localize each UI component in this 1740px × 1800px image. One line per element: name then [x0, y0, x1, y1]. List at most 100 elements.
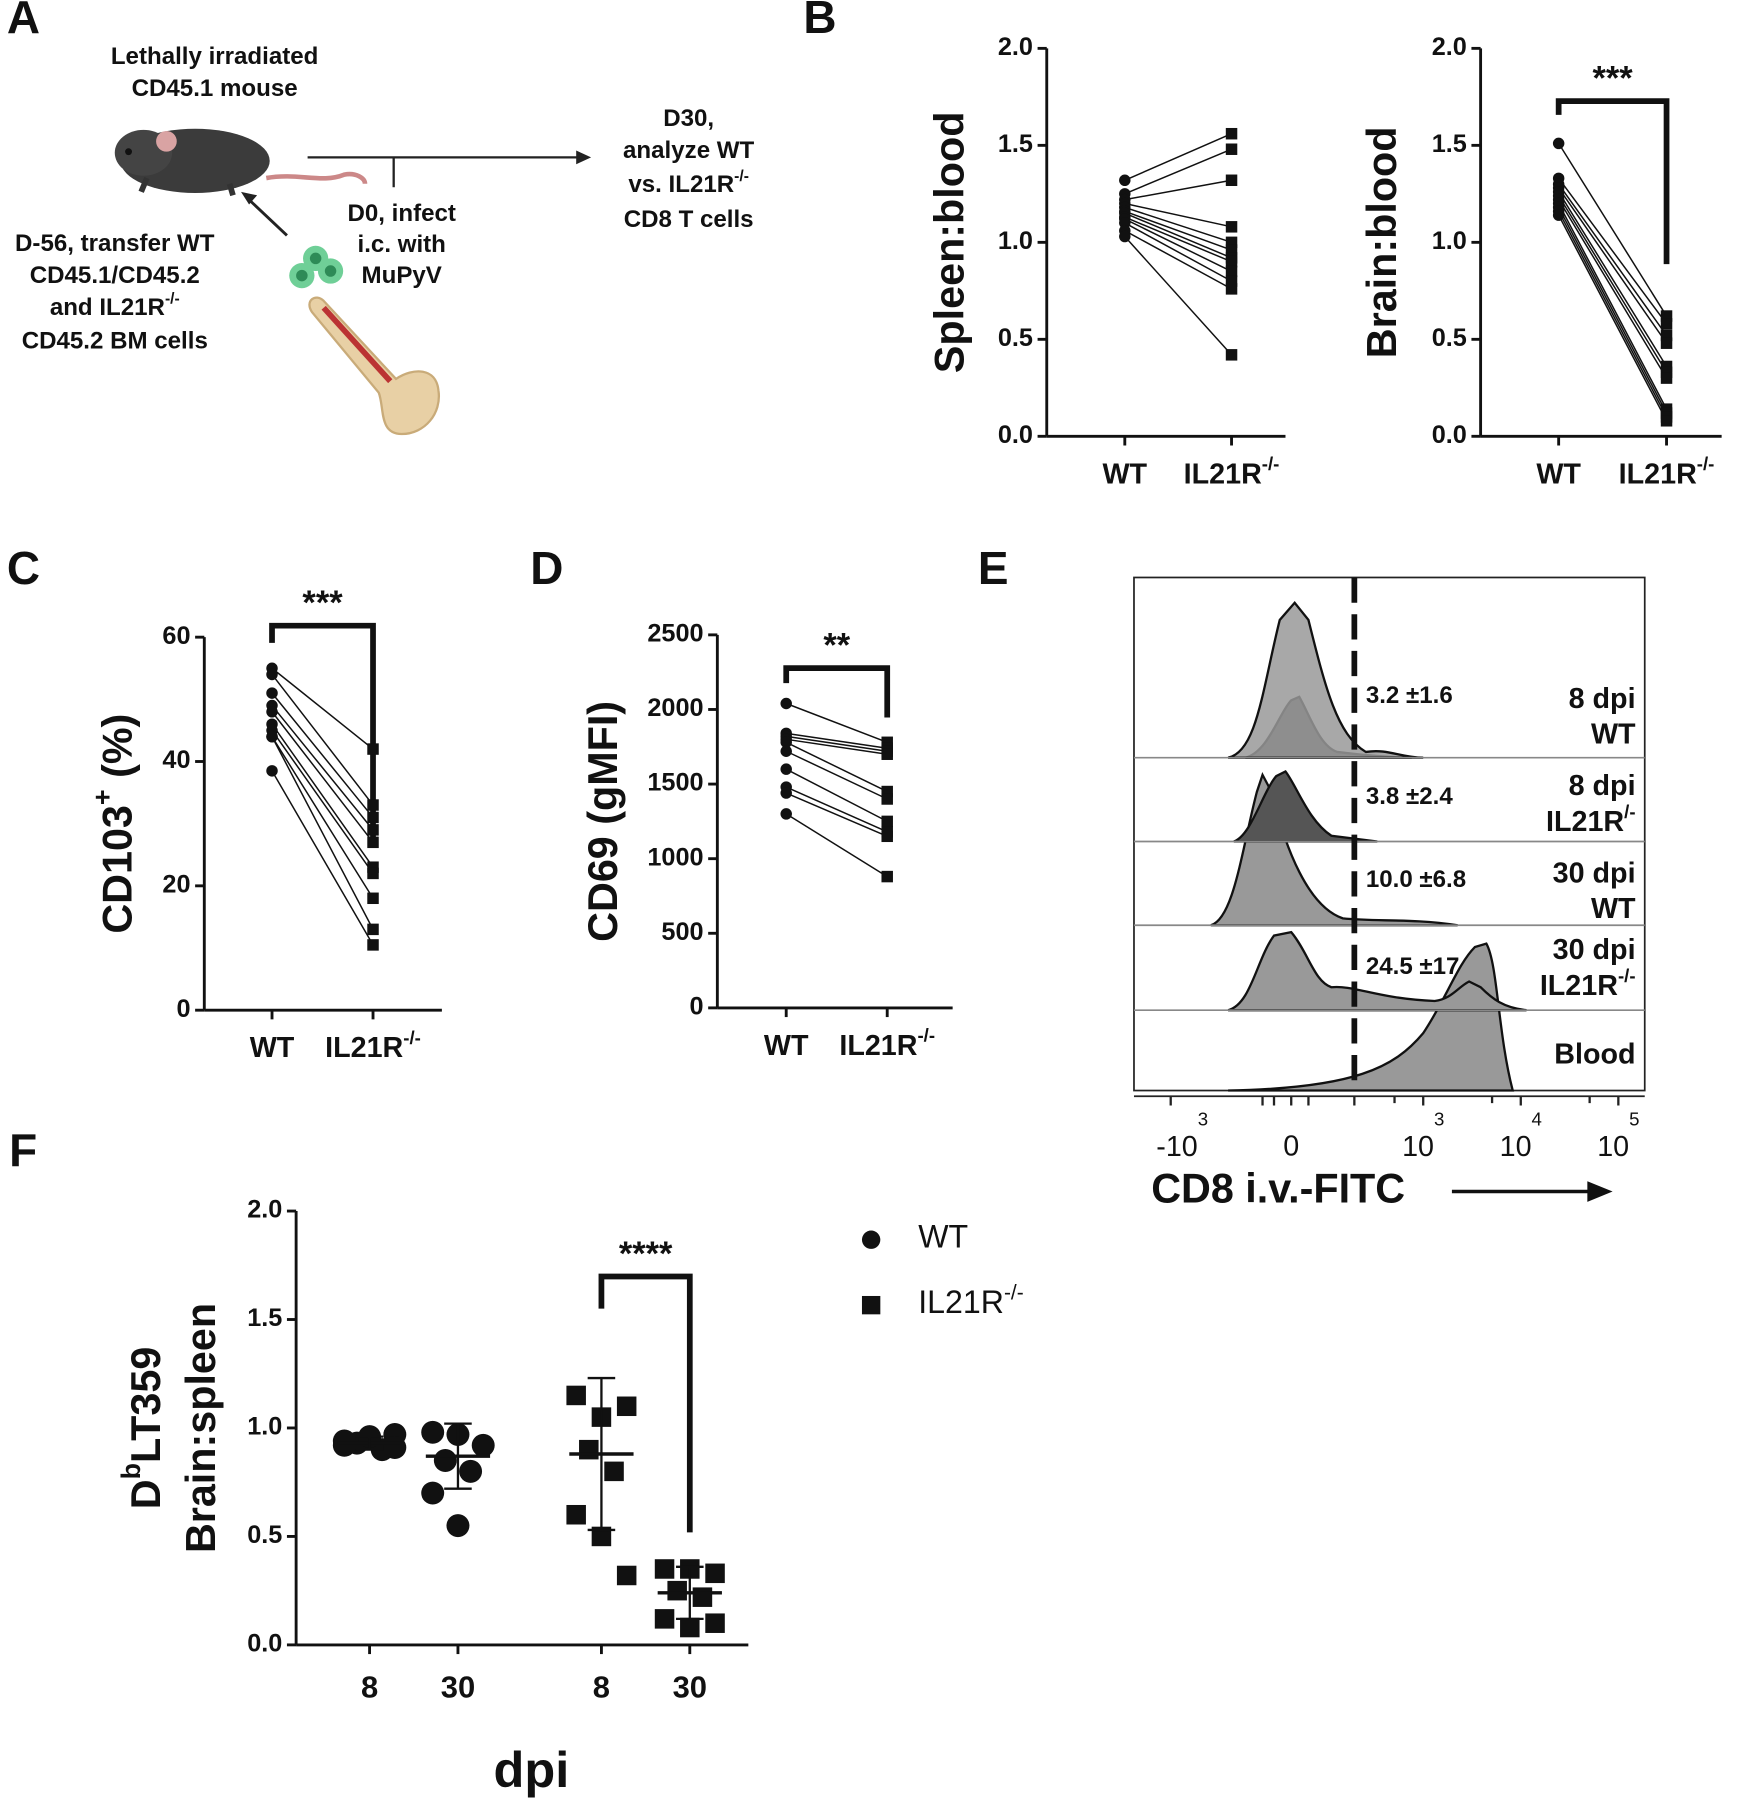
y-tick-label: 0.5: [998, 324, 1033, 352]
pair-line: [785, 750, 888, 800]
pair-line: [1558, 143, 1668, 317]
pair-line: [785, 786, 888, 833]
y-tick-label: 2500: [647, 620, 703, 648]
label-text: IL21R: [1540, 970, 1618, 1002]
point: [367, 861, 379, 873]
legend-label: IL21R-/-: [918, 1281, 1023, 1320]
point: [780, 745, 792, 757]
point: [881, 870, 893, 883]
y-tick-label: 500: [661, 918, 703, 946]
diagram-label: D30,: [663, 105, 714, 132]
x-tick-label: IL21R-/-: [839, 1025, 935, 1062]
row-label: IL21R/-: [1546, 801, 1636, 838]
point: [1225, 349, 1238, 361]
label-text: 8: [593, 1670, 610, 1705]
point: [1119, 174, 1131, 187]
pair-line: [1124, 179, 1232, 201]
point: [367, 811, 379, 824]
panel-label: E: [978, 542, 1009, 594]
pair-line: [1557, 207, 1668, 414]
pair-line: [785, 792, 888, 837]
point: [433, 1449, 457, 1472]
pair-line: [271, 705, 374, 831]
point: [266, 765, 278, 777]
y-tick-label: 2.0: [998, 33, 1033, 61]
y-tick-label: 1.0: [998, 227, 1033, 255]
label-text: IL21R: [918, 1285, 1004, 1321]
label-sup: -/-: [734, 168, 749, 185]
y-axis-label: DbLT359: [116, 1347, 169, 1510]
annotation: ***: [1593, 60, 1634, 98]
x-axis-label: dpi: [494, 1741, 570, 1798]
point: [1119, 230, 1131, 243]
point: [471, 1433, 495, 1457]
point: [266, 668, 278, 681]
point: [383, 1436, 407, 1459]
x-tick-label: WT: [250, 1032, 295, 1064]
x-tick-label: IL21R-/-: [1184, 453, 1280, 490]
y-tick-label: 0.0: [247, 1630, 282, 1658]
diagram-label: i.c. with: [358, 231, 446, 258]
panel-label: F: [9, 1124, 37, 1176]
pair-line: [786, 738, 888, 755]
y-tick-label: 0: [690, 993, 704, 1021]
label-text: WT: [250, 1032, 295, 1064]
x-tick-label: 30: [673, 1670, 707, 1705]
x-tick-label: 8: [361, 1670, 378, 1705]
point: [881, 793, 893, 805]
percent-label: 3.8 ±2.4: [1366, 783, 1454, 810]
pair-line: [271, 736, 374, 899]
y-tick-label: 2000: [647, 694, 703, 722]
y-tick-label: 1.0: [1432, 227, 1467, 255]
y-tick-label: 1000: [647, 843, 703, 871]
label-sup: 4: [1532, 1108, 1542, 1129]
point: [367, 939, 379, 951]
pair-line: [1558, 177, 1668, 325]
schematic: [114, 128, 592, 436]
x-tick-label: 105: [1597, 1108, 1639, 1162]
point: [1225, 244, 1238, 256]
point: [1660, 329, 1673, 342]
point: [881, 736, 893, 749]
label-text: (%): [94, 714, 140, 790]
y-axis-label: CD69 (gMFI): [580, 701, 626, 942]
y-tick-label: 0.0: [998, 421, 1033, 449]
point: [591, 1526, 612, 1547]
label-sup: -/-: [1697, 453, 1715, 474]
label-sup: 3: [1434, 1108, 1444, 1129]
point: [566, 1385, 586, 1406]
y-tick-label: 40: [162, 746, 190, 774]
pair-line: [1558, 191, 1668, 367]
label-text: 30: [673, 1670, 707, 1705]
point: [780, 787, 792, 799]
point: [367, 892, 379, 905]
pair-line: [785, 768, 888, 823]
y-tick-label: 0.5: [1432, 324, 1467, 352]
x-axis-label: CD8 i.v.-FITC: [1151, 1165, 1405, 1211]
error-bar: [444, 1422, 472, 1490]
point: [780, 697, 792, 710]
point: [667, 1580, 687, 1601]
error-bar: [676, 1565, 704, 1621]
x-tick-label: WT: [764, 1029, 809, 1061]
pair-line: [271, 674, 374, 806]
significance-bracket: [269, 622, 376, 844]
point: [881, 785, 893, 798]
x-tick-label: IL21R-/-: [1619, 453, 1715, 490]
pair-line: [1558, 199, 1668, 379]
panel-label: A: [7, 0, 40, 43]
pair-line: [1124, 212, 1232, 259]
pair-line: [1558, 183, 1668, 336]
significance-bracket: [598, 1273, 693, 1533]
label-text: IL21R: [1546, 806, 1624, 838]
pair-line: [786, 732, 888, 750]
point: [780, 763, 792, 775]
pair-line: [1124, 148, 1232, 195]
pair-line: [1124, 230, 1232, 290]
point: [705, 1613, 725, 1633]
significance-bracket: [1555, 98, 1670, 265]
label-sup: 5: [1629, 1108, 1639, 1129]
label-text: WT: [764, 1029, 809, 1061]
point: [446, 1514, 470, 1538]
